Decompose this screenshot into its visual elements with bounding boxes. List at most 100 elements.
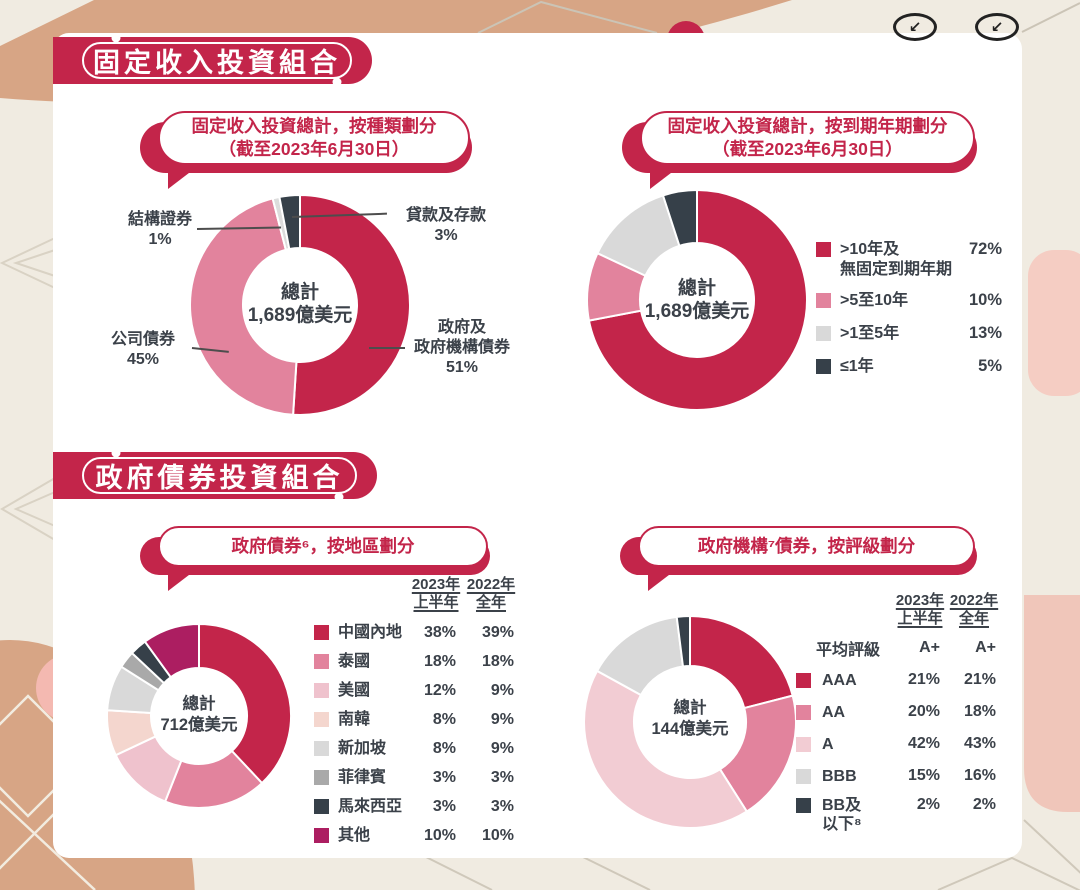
chart2-subtitle: （截至2023年6月30日） [712,139,903,159]
callout-government-bonds: 政府及 政府機構債券 51% [413,319,510,376]
legend-row: ≤1年 5% [816,357,1002,377]
donut-segment [587,188,808,411]
chart1-title: 固定收入投資總計，按種類劃分 [191,116,437,136]
legend-swatch [796,736,811,752]
total-value: 712億美元 [160,716,238,734]
legend-swatch [314,712,329,727]
col-header-2023h1: 2023年 上半年 [411,576,461,611]
legend-swatch [314,683,329,698]
legend-swatch [314,741,329,756]
donut-chart-by-maturity [586,188,808,411]
col-header-2022: 2022年 全年 [949,592,999,627]
total-label: 總計 [677,278,716,299]
avg-rating-label: 平均評級 [816,642,881,659]
chevron-outline [0,477,56,541]
donut-segment [189,197,298,416]
callout-loans-deposits: 貸款及存款 3% [405,207,486,244]
pink-blob-bottom-right [1024,595,1080,812]
section-banner-fixed-income: 固定收入投資組合 [53,37,372,84]
total-value: 144億美元 [651,720,729,738]
legend-row: >5至10年 10% [816,291,1002,311]
donut-segment [583,669,749,829]
legend-swatch [314,770,329,785]
chart4-center-label: 總計 144億美元 [620,698,760,740]
total-label: 總計 [673,699,707,717]
legend-swatch-cell [796,792,822,838]
leader-line [369,347,405,349]
chart2-title: 固定收入投資總計，按到期年期劃分 [667,116,948,136]
legend-swatch-cell [314,676,338,705]
chart1-subtitle: （截至2023年6月30日） [218,139,410,159]
total-value: 1,689億美元 [644,301,750,322]
donut-segment [675,614,691,668]
chart4-title-bubble: 政府機構⁷債券，按評級劃分 [620,526,977,591]
legend-swatch [816,326,831,341]
total-label: 總計 [182,695,216,713]
chart3-legend-table: 2023年 上半年 2022年 全年 中國內地 38% 39% 泰國 18% 1… [314,576,520,850]
section-title: 固定收入投資組合 [93,48,341,78]
legend-swatch [796,672,811,688]
chart3-title-bubble: 政府債券⁶，按地區劃分 [140,526,490,591]
legend-swatch-cell [796,696,822,728]
legend-row: >10年及 無固定到期年期 72% [816,240,1002,280]
legend-swatch-cell [314,705,338,734]
legend-swatch [796,768,811,784]
legend-swatch-cell [314,763,338,792]
chart3-center-label: 總計 712億美元 [129,694,269,736]
donut-chart-by-region [106,622,292,809]
legend-swatch [314,828,329,843]
donut-chart-by-type [189,193,411,416]
chevron-outline [13,491,56,527]
banner-dot [332,77,342,87]
banner-outline: 固定收入投資組合 [82,42,352,79]
legend-swatch [816,359,831,374]
hexagon-line [582,856,651,890]
donut-segment [278,193,301,251]
legend-swatch-cell [314,618,338,647]
chart4-title: 政府機構⁷債券，按評級劃分 [697,536,916,556]
legend-swatch-cell [314,734,338,763]
banner-dot [334,492,344,502]
legend-swatch-cell [314,792,338,821]
diagonal-line-top-right [1021,2,1080,33]
legend-swatch [796,704,811,720]
callout-corporate-bonds: 公司債券 45% [110,331,175,368]
section-title: 政府債券投資組合 [95,463,344,493]
chart1-title-bubble: 固定收入投資總計，按種類劃分 （截至2023年6月30日） [140,111,472,189]
col-header-2022: 2022年 全年 [466,576,516,611]
donut-segment [661,188,698,248]
total-label: 總計 [280,282,319,303]
donut-chart-by-rating [583,614,797,829]
legend-swatch-cell [314,647,338,676]
total-value: 1,689億美元 [247,305,353,326]
chart2-center-label: 總計 1,689億美元 [622,277,772,323]
section-banner-govt-bonds: 政府債券投資組合 [53,452,377,499]
hexagon-line [937,856,1080,890]
donut-segment [198,622,292,785]
circled-arrow-icon: ↙ [893,13,937,41]
hexagon-line [425,856,493,890]
donut-segment [689,614,794,710]
legend-swatch [314,654,329,669]
donut-segment [143,622,200,679]
legend-swatch-cell [314,821,338,850]
col-header-2023h1: 2023年 上半年 [895,592,945,627]
chevron-outline [12,249,56,277]
circled-arrow-icon: ↙ [975,13,1019,41]
banner-dot [111,33,121,43]
chevron-outline-top [477,0,658,34]
donut-segment [292,193,411,416]
chart4-legend-table: 2023年 上半年 2022年 全年 平均評級 A+ A+ AAA 21% 21… [796,592,1002,838]
legend-swatch [314,625,329,640]
callout-structured-securities: 結構證券 1% [127,211,192,248]
hexagon-line [1023,819,1080,874]
arrow-glyph: ↙ [908,19,922,36]
legend-swatch-cell [796,728,822,760]
legend-swatch [314,799,329,814]
chart1-center-label: 總計 1,689億美元 [225,281,375,327]
arrow-glyph: ↙ [990,19,1004,36]
pink-blob-right-mid [1028,250,1080,396]
legend-swatch [816,293,831,308]
banner-dot [111,448,121,458]
